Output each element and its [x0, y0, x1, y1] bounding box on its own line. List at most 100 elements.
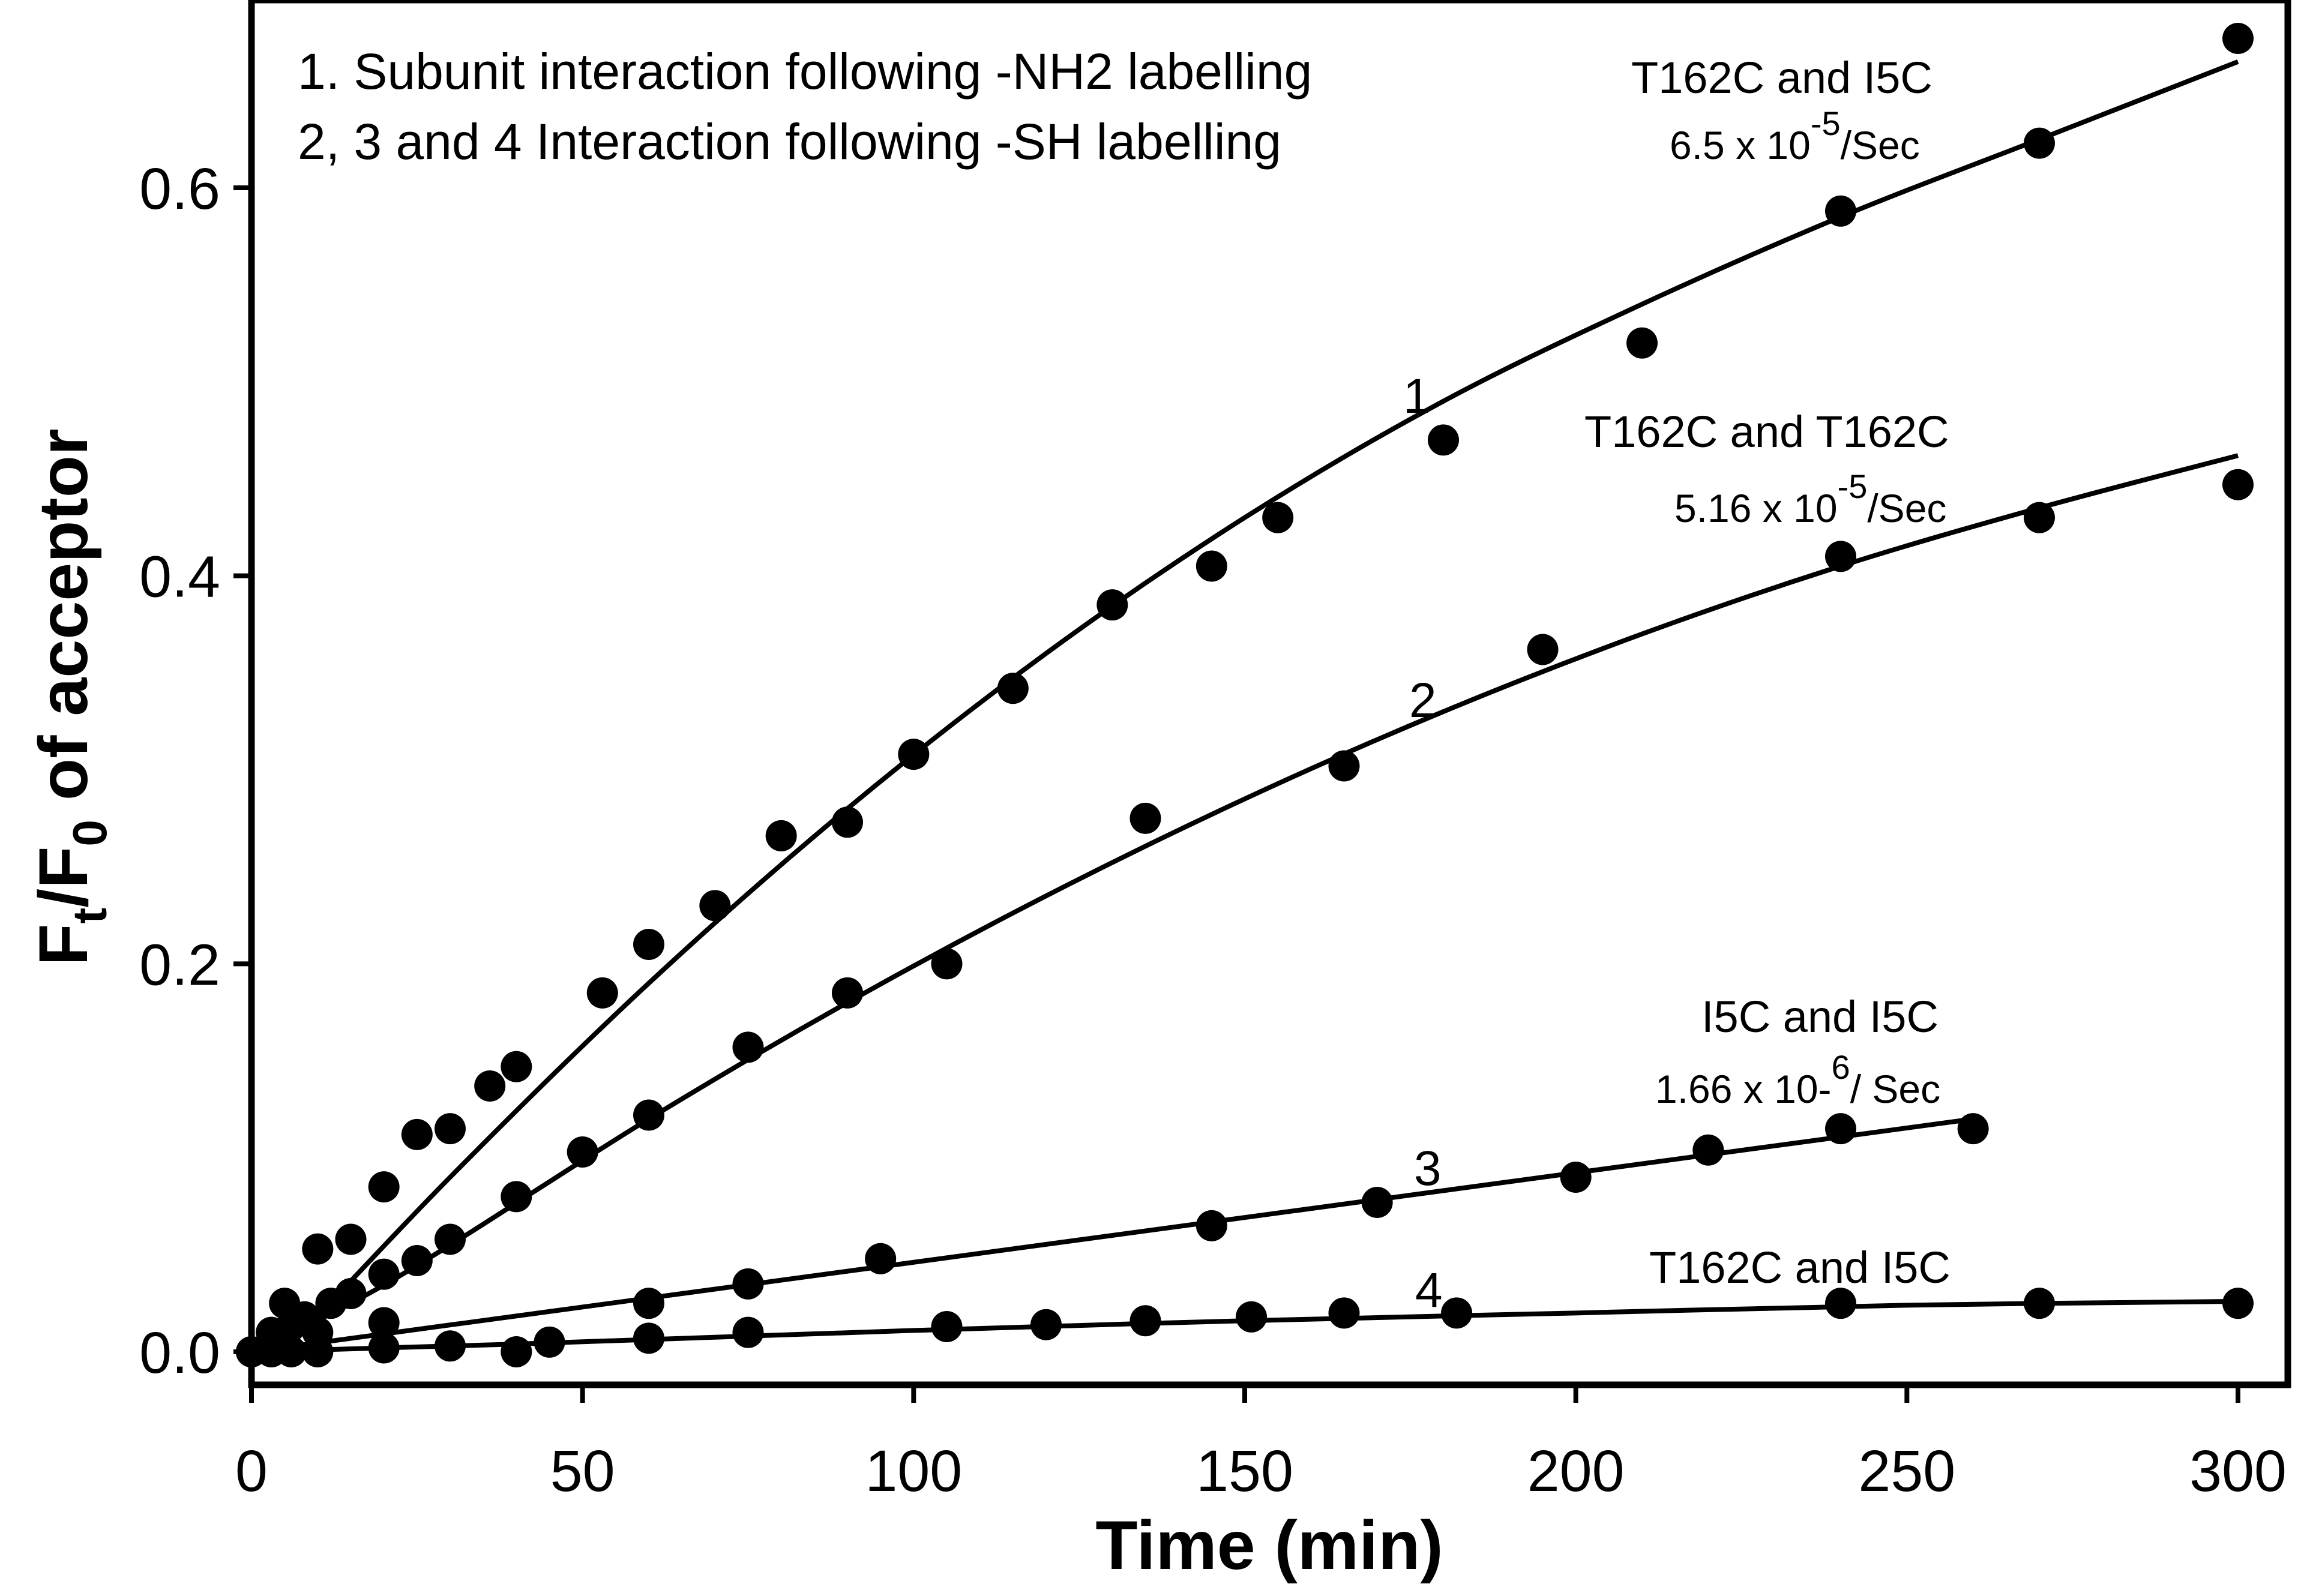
y-axis-title-sub1: t	[63, 908, 116, 924]
series-3-fit-line	[251, 1117, 1974, 1354]
x-tick-label: 50	[550, 1438, 615, 1504]
series-2-fit-line	[250, 453, 2239, 1354]
series-1-point	[898, 739, 930, 770]
series-2-rate-suffix: /Sec	[1867, 486, 1946, 530]
legend-line-2: 2, 3 and 4 Interaction following -SH lab…	[298, 113, 1281, 170]
x-tick-label: 150	[1196, 1438, 1293, 1504]
series-3-point	[1196, 1210, 1227, 1241]
series-1-point	[832, 806, 863, 838]
series-4-point	[302, 1336, 334, 1367]
series-2-curve-label: 2	[1409, 673, 1437, 728]
y-tick-label: 0.6	[139, 156, 220, 221]
series-3-point	[633, 1288, 664, 1319]
y-axis-title-main: F	[25, 923, 102, 965]
series-1-point	[633, 929, 664, 960]
axes-layer: 0 50 100 150 200 250 300 0.0 0.2 0.4 0.6	[139, 156, 2287, 1504]
series-2-point	[931, 948, 963, 980]
series-2-point	[501, 1181, 532, 1213]
series-1-point	[1262, 502, 1294, 533]
series-3-point	[368, 1307, 400, 1339]
series-4-point	[2024, 1288, 2055, 1319]
plot-frame	[248, 0, 2291, 1388]
series-3-point	[1957, 1113, 1989, 1145]
series-1-point	[2024, 127, 2055, 159]
series-1-point	[474, 1070, 506, 1102]
legend-line-1: 1. Subunit interaction following -NH2 la…	[298, 43, 1312, 100]
series-4-point	[368, 1332, 400, 1364]
series-4-curve-label: 4	[1415, 1263, 1443, 1318]
series-4-point	[931, 1310, 963, 1342]
series-4-point	[1328, 1297, 1360, 1329]
series-1-point	[1196, 550, 1227, 582]
series-3-curve-label: 3	[1414, 1141, 1442, 1196]
series-4-point	[501, 1336, 532, 1367]
series-2-point	[633, 1099, 664, 1131]
series-2-rate-exp: -5	[1838, 467, 1868, 505]
series-1-point	[368, 1171, 400, 1203]
series-4-point	[1236, 1301, 1268, 1333]
series-1-rate-exp: -5	[1811, 104, 1841, 142]
series-3-annotation-title: I5C and I5C	[1701, 992, 1939, 1042]
series-1-rate: 6.5 x 10-5/Sec	[1670, 104, 1920, 167]
series-2-point	[732, 1031, 764, 1063]
series-2-rate: 5.16 x 10-5/Sec	[1674, 467, 1946, 530]
series-3-rate-suffix: / Sec	[1850, 1067, 1940, 1111]
series-4-point	[534, 1326, 565, 1358]
series-2-point	[1328, 750, 1360, 782]
series-2-annotation-title: T162C and T162C	[1584, 407, 1949, 457]
series-4-point	[732, 1316, 764, 1348]
y-tick-label: 0.4	[139, 544, 220, 610]
series-1-point	[699, 890, 731, 922]
series-4-point	[1825, 1288, 1856, 1319]
x-tick-label: 200	[1527, 1438, 1625, 1504]
y-axis-title-sub2: 0	[63, 820, 116, 847]
series-1-annotation-title: T162C and I5C	[1631, 53, 1933, 103]
series-4-point	[2222, 1288, 2254, 1319]
series-2-point	[1825, 541, 1856, 572]
series-1-point	[997, 673, 1029, 704]
y-axis-title: Ft/F0 of acceptor	[25, 428, 116, 965]
series-1-point	[1825, 195, 1856, 227]
series-4-point	[275, 1336, 307, 1367]
series-1-point	[401, 1118, 433, 1150]
series-4-point	[633, 1322, 664, 1354]
series-4-point	[1129, 1305, 1161, 1337]
series-1-point	[1096, 589, 1128, 621]
x-tick-label: 100	[865, 1438, 962, 1504]
series-3-point	[1692, 1134, 1724, 1166]
series-1-point	[586, 977, 618, 1009]
series-2-point	[335, 1278, 367, 1309]
y-axis-title-slash: /F	[25, 847, 102, 908]
series-1-point	[1428, 424, 1459, 456]
series-2-point	[2024, 502, 2055, 533]
series-3-rate-prefix: 1.66 x 10-	[1655, 1067, 1832, 1111]
series-3-point	[1825, 1113, 1856, 1145]
series-3-rate-exp: 6	[1832, 1048, 1850, 1086]
y-tick-label: 0.2	[139, 932, 220, 997]
series-3-point	[732, 1268, 764, 1300]
x-tick-label: 300	[2189, 1438, 2287, 1504]
series-1-point	[2222, 23, 2254, 55]
series-3-rate: 1.66 x 10-6/ Sec	[1655, 1048, 1940, 1111]
series-3-point	[1361, 1187, 1393, 1219]
x-tick-label: 250	[1858, 1438, 1955, 1504]
series-3-point	[865, 1243, 897, 1274]
series-3-point	[1560, 1162, 1592, 1193]
series-1-rate-suffix: /Sec	[1841, 123, 1920, 167]
series-2-point	[401, 1245, 433, 1277]
series-2-point	[1527, 634, 1559, 665]
series-1-curve-label: 1	[1403, 369, 1431, 424]
series-1-rate-prefix: 6.5 x 10	[1670, 123, 1811, 167]
series-4-point	[1030, 1309, 1062, 1340]
series-1-point	[302, 1233, 334, 1265]
series-4-point	[435, 1330, 466, 1362]
y-axis-title-rest: of acceptor	[25, 428, 102, 820]
series-1-point	[501, 1051, 532, 1082]
series-1-point	[335, 1223, 367, 1255]
x-tick-label: 0	[235, 1438, 268, 1504]
data-points	[236, 23, 2254, 1367]
series-1-point	[765, 820, 797, 851]
series-1-point	[435, 1113, 466, 1145]
series-2-point	[832, 977, 863, 1009]
